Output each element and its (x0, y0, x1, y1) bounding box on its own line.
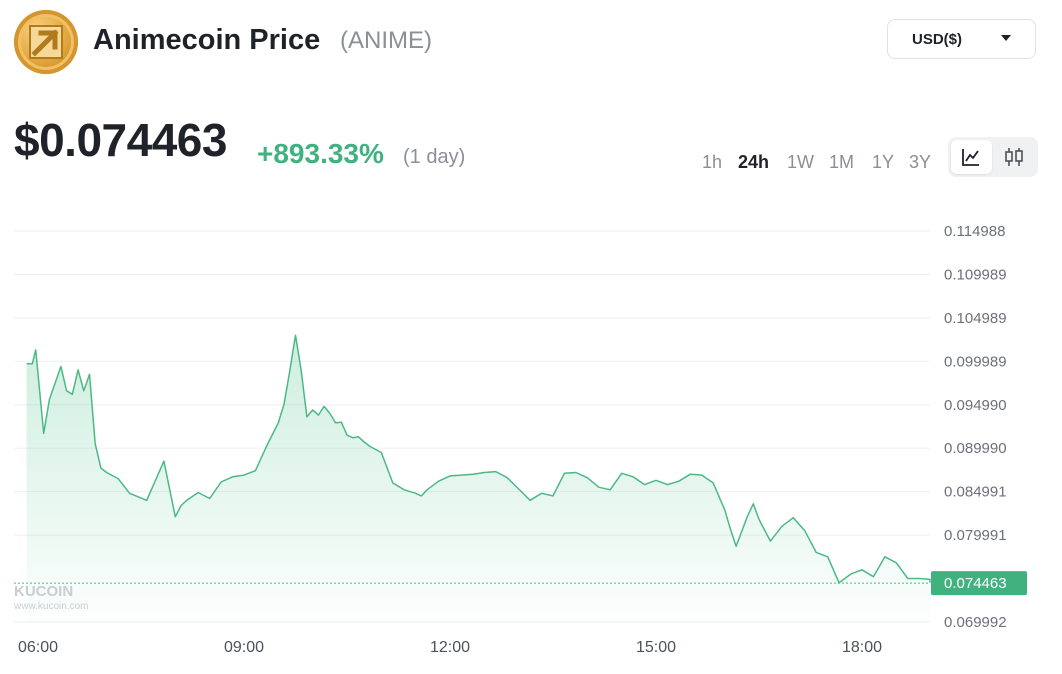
y-tick-label: 0.069992 (944, 614, 1007, 631)
current-price-badge-label: 0.074463 (944, 575, 1007, 592)
tab-1y[interactable]: 1Y (872, 152, 895, 172)
watermark-site: www.kucoin.com (13, 601, 88, 612)
candlestick-chart-button[interactable] (994, 140, 1035, 174)
kucoin-watermark: KUCOIN www.kucoin.com (13, 583, 88, 612)
page-title: Animecoin Price (93, 24, 321, 56)
tab-24h[interactable]: 24h (738, 152, 770, 172)
tab-3y[interactable]: 3Y (909, 152, 932, 172)
x-tick-label: 15:00 (636, 639, 676, 656)
y-tick-label: 0.114988 (944, 223, 1005, 240)
y-tick-label: 0.104989 (944, 310, 1007, 327)
x-tick-label: 18:00 (842, 639, 882, 656)
price-chart[interactable]: 0.114988 0.109989 0.104989 0.099989 0.094990… (0, 215, 1062, 674)
candlestick-icon (1005, 148, 1023, 166)
y-tick-label: 0.079991 (944, 527, 1007, 544)
line-chart-icon (962, 149, 979, 166)
y-tick-label: 0.084991 (944, 484, 1007, 501)
x-tick-label: 06:00 (18, 639, 58, 656)
price-change-percent: +893.33% (257, 138, 384, 169)
tab-1w[interactable]: 1W (787, 152, 814, 172)
ticker-symbol: (ANIME) (340, 27, 432, 54)
x-tick-label: 09:00 (224, 639, 264, 656)
price-line (26, 334, 931, 584)
current-price: $0.074463 (14, 114, 227, 166)
caret-down-icon (1001, 35, 1011, 41)
tab-1m[interactable]: 1M (829, 152, 855, 172)
watermark-brand: KUCOIN (14, 583, 73, 600)
animecoin-logo-icon (14, 10, 78, 74)
price-area-fill (26, 335, 931, 622)
y-tick-label: 0.109989 (944, 266, 1007, 283)
y-tick-label: 0.089990 (944, 440, 1007, 457)
currency-select[interactable]: USD($) (887, 19, 1036, 59)
y-tick-label: 0.094990 (944, 397, 1007, 414)
chart-type-toggle (948, 137, 1038, 177)
x-tick-label: 12:00 (430, 639, 470, 656)
line-chart-button[interactable] (951, 140, 992, 174)
y-tick-label: 0.099989 (944, 353, 1007, 370)
tab-1h[interactable]: 1h (702, 152, 723, 172)
currency-select-value: USD($) (912, 31, 963, 48)
price-change-period: (1 day) (403, 146, 466, 168)
current-price-badge (931, 571, 1027, 596)
